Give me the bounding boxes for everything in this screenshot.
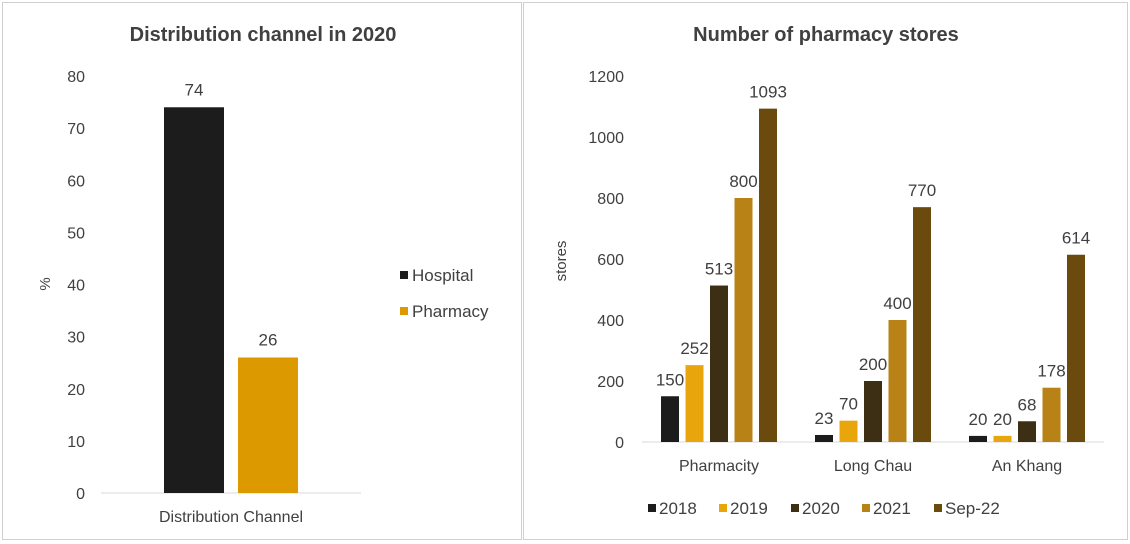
- y-tick-label: 1200: [588, 69, 624, 86]
- data-label: 200: [859, 355, 887, 374]
- data-label: 1093: [749, 83, 787, 102]
- y-tick-label: 200: [597, 374, 624, 391]
- legend-label: 2018: [659, 499, 697, 518]
- y-tick-label: 40: [67, 278, 85, 295]
- data-label: 26: [259, 330, 278, 349]
- legend-marker: [648, 504, 656, 512]
- bar-2020: [864, 381, 882, 442]
- legend-marker: [400, 271, 408, 279]
- y-tick-label: 1000: [588, 130, 624, 147]
- distribution-channel-chart-panel: Distribution channel in 2020 % 0 10 20 30 40…: [2, 2, 522, 540]
- legend-label: 2021: [873, 499, 911, 518]
- bar-2020: [710, 285, 728, 442]
- y-tick-label: 800: [597, 191, 624, 208]
- y-tick-label: 0: [615, 435, 624, 452]
- bar-sep-22: [913, 207, 931, 442]
- data-label: 770: [908, 181, 936, 200]
- data-label: 400: [883, 294, 911, 313]
- bar-2019: [993, 435, 1012, 442]
- y-tick-label: 80: [67, 69, 85, 86]
- x-category-label: Pharmacity: [679, 458, 759, 475]
- legend-label: Hospital: [412, 266, 473, 285]
- legend-marker: [934, 504, 942, 512]
- data-label: 178: [1037, 362, 1065, 381]
- bar-2021: [888, 320, 907, 442]
- distribution-channel-chart: Distribution channel in 2020 % 0 10 20 30 40…: [37, 24, 489, 526]
- legend-marker: [400, 307, 408, 315]
- x-category-label: Distribution Channel: [159, 509, 303, 526]
- data-label: 20: [993, 410, 1012, 429]
- legend-label: Pharmacy: [412, 302, 489, 321]
- pharmacy-stores-chart: Number of pharmacy stores stores 0 200 400…: [553, 24, 1104, 518]
- legend-label: Sep-22: [945, 499, 1000, 518]
- bar-2020: [1018, 421, 1036, 442]
- chart-title: Number of pharmacy stores: [693, 24, 959, 46]
- y-tick-label: 20: [67, 382, 85, 399]
- data-label: 23: [815, 409, 834, 428]
- data-label: 20: [969, 410, 988, 429]
- data-label: 614: [1062, 229, 1090, 248]
- legend-marker: [862, 504, 870, 512]
- bar-2019: [685, 365, 704, 442]
- bar-2018: [969, 435, 987, 442]
- chart-title: Distribution channel in 2020: [130, 24, 397, 46]
- legend-label: 2020: [802, 499, 840, 518]
- y-tick-label: 70: [67, 121, 85, 138]
- y-axis-title: stores: [553, 241, 570, 282]
- bar-2018: [815, 434, 833, 442]
- y-axis-title: %: [37, 277, 54, 290]
- bar-pharmacy: [238, 357, 298, 493]
- y-tick-label: 60: [67, 173, 85, 190]
- bar-hospital: [164, 107, 224, 494]
- y-tick-label: 50: [67, 225, 85, 242]
- legend-label: 2019: [730, 499, 768, 518]
- pharmacy-stores-chart-panel: Number of pharmacy stores stores 0 200 400…: [523, 2, 1128, 540]
- x-category-label: An Khang: [992, 458, 1062, 475]
- y-tick-label: 10: [67, 434, 85, 451]
- bar-2018: [661, 396, 679, 442]
- data-label: 800: [729, 172, 757, 191]
- bar-sep-22: [759, 108, 777, 442]
- x-category-label: Long Chau: [834, 458, 912, 475]
- y-tick-label: 0: [76, 486, 85, 503]
- data-label: 74: [185, 80, 204, 99]
- legend-marker: [791, 504, 799, 512]
- data-label: 68: [1018, 395, 1037, 414]
- bar-2021: [1042, 387, 1061, 442]
- data-label: 70: [839, 395, 858, 414]
- y-tick-label: 30: [67, 330, 85, 347]
- bar-2021: [734, 198, 753, 442]
- data-label: 513: [705, 260, 733, 279]
- data-label: 150: [656, 370, 684, 389]
- y-tick-label: 400: [597, 313, 624, 330]
- bar-sep-22: [1067, 254, 1085, 442]
- y-tick-label: 600: [597, 252, 624, 269]
- data-label: 252: [680, 339, 708, 358]
- legend-marker: [719, 504, 727, 512]
- bar-2019: [839, 420, 858, 442]
